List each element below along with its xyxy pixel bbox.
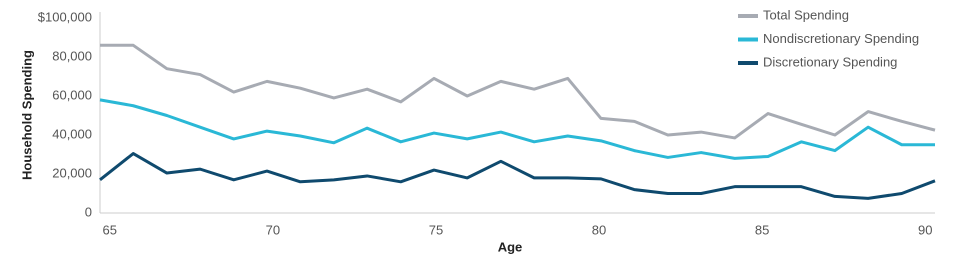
- series-line: [99, 98, 935, 160]
- x-tick-label: 70: [266, 222, 280, 237]
- legend-label: Nondiscretionary Spending: [763, 31, 919, 46]
- y-tick-label: 20,000: [52, 165, 92, 180]
- legend-label: Discretionary Spending: [763, 54, 897, 69]
- y-axis-label: Household Spending: [19, 50, 34, 180]
- y-tick-label: 40,000: [52, 126, 92, 141]
- x-tick-label: 75: [429, 222, 443, 237]
- x-tick-label: 65: [103, 222, 117, 237]
- x-tick-label: 80: [592, 222, 606, 237]
- y-tick-label: 0: [85, 204, 92, 219]
- legend-label: Total Spending: [763, 7, 849, 22]
- x-tick-label: 85: [755, 222, 769, 237]
- y-tick-label: $100,000: [38, 9, 92, 24]
- series-line: [99, 152, 936, 200]
- y-tick-label: 60,000: [52, 87, 92, 102]
- x-tick-label: 90: [918, 222, 932, 237]
- series-line: [100, 43, 936, 140]
- y-tick-label: 80,000: [52, 48, 92, 63]
- x-axis-label: Age: [498, 239, 523, 254]
